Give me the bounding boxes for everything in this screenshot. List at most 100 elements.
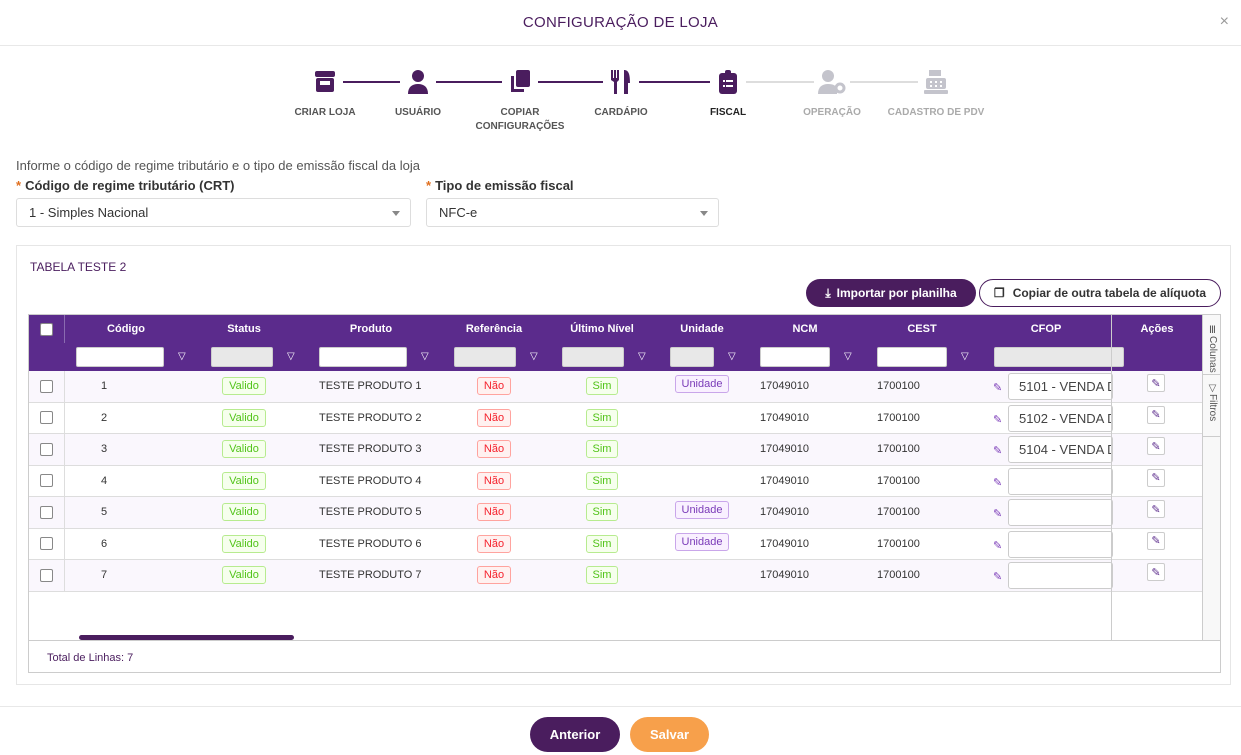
status-badge: Valido	[222, 471, 266, 490]
column-header[interactable]: Produto	[349, 323, 393, 335]
column-filter-input[interactable]	[319, 347, 407, 367]
cfop-input[interactable]: 5102 - VENDA DE	[1008, 404, 1113, 432]
column-filter-input[interactable]	[211, 347, 273, 367]
step-5[interactable]: FISCAL	[673, 66, 783, 120]
step-6[interactable]: OPERAÇÃO	[777, 66, 887, 120]
column-header[interactable]: CFOP	[1030, 323, 1062, 335]
edit-row-button[interactable]: ✎	[1147, 437, 1165, 455]
emissao-label: * Tipo de emissão fiscal	[426, 178, 574, 193]
produto-cell: TESTE PRODUTO 6	[319, 537, 422, 550]
column-filter-input[interactable]	[760, 347, 830, 367]
unidade-badge: Unidade	[674, 375, 730, 393]
ncm-cell: 17049010	[760, 411, 809, 424]
modal-title-text: CONFIGURAÇÃO DE LOJA	[522, 14, 719, 31]
cfop-input[interactable]	[1008, 530, 1113, 558]
step-4[interactable]: CARDÁPIO	[566, 66, 676, 120]
cfop-input[interactable]: 5101 - VENDA DE	[1008, 373, 1113, 400]
previous-button[interactable]: Anterior	[530, 717, 620, 752]
cest-cell: 1700100	[877, 411, 920, 424]
filter-icon[interactable]: ▽	[728, 351, 736, 362]
edit-cfop-icon[interactable]: ✎	[993, 413, 1003, 426]
ncm-cell: 17049010	[760, 474, 809, 487]
emissao-select[interactable]: NFC-e	[426, 198, 719, 227]
cfop-input[interactable]	[1008, 499, 1113, 526]
row-select-cell	[29, 560, 65, 591]
step-3[interactable]: COPIAR CONFIGURAÇÕES	[465, 66, 575, 134]
row-checkbox[interactable]	[40, 474, 53, 488]
filter-icon[interactable]: ▽	[178, 351, 186, 362]
cest-cell: 1700100	[877, 474, 920, 487]
column-header[interactable]: Ações	[1140, 323, 1174, 335]
edit-row-button[interactable]: ✎	[1147, 468, 1165, 487]
crt-select[interactable]: 1 - Simples Nacional	[16, 198, 411, 227]
utensils-icon	[566, 66, 676, 98]
step-7[interactable]: CADASTRO DE PDV	[881, 66, 991, 120]
column-filter-input[interactable]	[670, 347, 714, 367]
cfop-input[interactable]	[1008, 467, 1113, 495]
modal-title: CONFIGURAÇÃO DE LOJA	[0, 0, 1241, 46]
cfop-input[interactable]	[1008, 562, 1113, 589]
select-all-cell	[29, 315, 65, 343]
step-1[interactable]: CRIAR LOJA	[270, 66, 380, 120]
column-header[interactable]: Código	[107, 323, 145, 335]
edit-cfop-icon[interactable]: ✎	[993, 445, 1003, 457]
produto-cell: TESTE PRODUTO 7	[319, 569, 422, 582]
filter-icon[interactable]: ▽	[844, 351, 852, 362]
column-filter-input[interactable]	[454, 347, 516, 367]
cfop-input[interactable]: 5104 - VENDA DE	[1008, 436, 1113, 463]
column-header[interactable]: Unidade	[680, 323, 724, 335]
row-checkbox[interactable]	[40, 411, 53, 425]
row-checkbox[interactable]	[40, 568, 53, 582]
copy-table-button[interactable]: ❐ Copiar de outra tabela de alíquota	[979, 279, 1221, 307]
filter-icon[interactable]: ▽	[638, 351, 646, 362]
row-checkbox[interactable]	[40, 505, 53, 519]
row-checkbox[interactable]	[40, 537, 53, 551]
edit-cfop-icon[interactable]: ✎	[993, 382, 1003, 394]
filter-icon[interactable]: ▽	[530, 351, 538, 362]
import-spreadsheet-button[interactable]: ⤓ Importar por planilha	[806, 279, 976, 307]
edit-cfop-icon[interactable]: ✎	[993, 476, 1003, 489]
column-filter-input[interactable]	[994, 347, 1124, 367]
crt-value: 1 - Simples Nacional	[29, 205, 149, 220]
column-header[interactable]: Último Nível	[570, 323, 634, 335]
column-filter-input[interactable]	[562, 347, 624, 367]
ultimo-nivel-badge: Sim	[585, 440, 619, 459]
column-filter-input[interactable]	[76, 347, 164, 367]
codigo-cell: 5	[100, 506, 108, 519]
column-header[interactable]: Referência	[465, 323, 523, 335]
row-checkbox[interactable]	[40, 379, 53, 393]
status-badge: Valido	[222, 408, 266, 427]
edit-cfop-icon[interactable]: ✎	[993, 539, 1003, 552]
filter-icon[interactable]: ▽	[421, 351, 429, 362]
edit-row-button[interactable]: ✎	[1147, 405, 1165, 424]
filters-tab[interactable]: ▽ Filtros	[1203, 375, 1220, 437]
column-header[interactable]: CEST	[907, 323, 937, 335]
step-2[interactable]: USUÁRIO	[363, 66, 473, 120]
edit-row-button[interactable]: ✎	[1147, 500, 1165, 518]
step-connector	[538, 81, 603, 83]
edit-row-button[interactable]: ✎	[1147, 531, 1165, 550]
required-mark: *	[426, 178, 432, 193]
chevron-down-icon	[700, 211, 708, 216]
column-header[interactable]: NCM	[792, 323, 818, 335]
ncm-cell: 17049010	[760, 537, 809, 550]
column-filter-input[interactable]	[877, 347, 947, 367]
column-header[interactable]: Status	[227, 323, 261, 335]
columns-tab[interactable]: Ⅲ Colunas	[1203, 315, 1220, 375]
filter-icon[interactable]: ▽	[287, 351, 295, 362]
edit-cfop-icon[interactable]: ✎	[993, 571, 1003, 583]
table-row: 1 Valido TESTE PRODUTO 1 Não Sim Unidade 17049…	[29, 371, 1202, 403]
step-connector	[746, 81, 814, 83]
filter-icon[interactable]: ▽	[961, 351, 969, 362]
edit-row-button[interactable]: ✎	[1147, 563, 1165, 581]
save-button[interactable]: Salvar	[630, 717, 709, 752]
referencia-badge: Não	[476, 534, 512, 553]
edit-cfop-icon[interactable]: ✎	[993, 508, 1003, 520]
row-checkbox[interactable]	[40, 442, 53, 456]
horizontal-scrollbar[interactable]	[79, 635, 294, 640]
cest-cell: 1700100	[877, 380, 920, 393]
edit-row-button[interactable]: ✎	[1147, 374, 1165, 392]
select-all-checkbox[interactable]	[40, 322, 53, 336]
step-connector	[639, 81, 710, 83]
close-icon[interactable]: ×	[1219, 13, 1229, 30]
